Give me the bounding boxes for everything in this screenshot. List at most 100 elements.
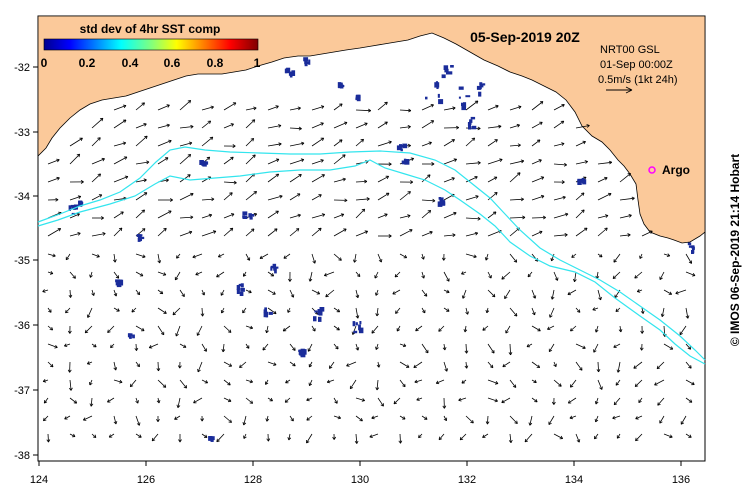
current-arrow-head <box>79 137 83 141</box>
current-arrow <box>509 160 524 165</box>
current-arrow <box>531 217 546 219</box>
current-arrow <box>243 271 247 277</box>
current-arrow-head <box>227 382 231 386</box>
current-arrow-head <box>80 180 84 184</box>
current-arrow <box>267 105 279 111</box>
current-arrow-head <box>265 381 269 385</box>
current-arrow-head <box>355 315 360 319</box>
contour-line-upper <box>37 146 706 361</box>
y-tick: -33 <box>14 127 38 139</box>
current-arrow-head <box>122 104 127 109</box>
current-arrow <box>47 325 53 331</box>
colorbar-tick: 1 <box>254 56 261 70</box>
current-arrow-head <box>89 381 93 386</box>
current-arrow <box>47 307 52 313</box>
current-arrow <box>172 307 181 316</box>
current-arrow-head <box>539 101 544 105</box>
current-arrow-head <box>375 346 379 350</box>
current-arrow <box>421 210 431 219</box>
current-arrow <box>613 343 621 348</box>
current-arrow-head <box>98 194 103 198</box>
sst-patch <box>289 72 293 78</box>
current-arrow-head <box>361 398 365 402</box>
info-model: NRT00 GSL <box>600 44 660 56</box>
current-arrow-head <box>131 309 135 313</box>
current-arrow <box>594 433 599 440</box>
current-arrow-head <box>513 313 518 317</box>
current-arrow <box>267 125 282 129</box>
current-arrow <box>135 415 140 426</box>
argo-label: Argo <box>662 163 690 177</box>
current-arrow-head <box>604 227 608 232</box>
current-arrow <box>421 289 428 297</box>
current-arrow <box>487 176 498 183</box>
current-arrow-head <box>687 346 692 350</box>
current-arrow-head <box>320 122 324 126</box>
sst-patch <box>425 96 428 100</box>
sst-patch <box>274 268 277 274</box>
current-arrow-head <box>156 368 161 372</box>
current-arrow-head <box>176 255 180 259</box>
current-arrow-head <box>56 176 60 181</box>
current-arrow <box>377 213 388 219</box>
current-arrow <box>242 307 247 314</box>
current-arrow <box>575 192 585 201</box>
colorbar-gradient <box>43 38 259 51</box>
current-arrow <box>196 325 203 336</box>
current-arrow-head <box>163 310 167 314</box>
current-arrow-head <box>551 401 556 405</box>
current-arrow <box>289 415 294 422</box>
current-arrow <box>223 156 234 165</box>
sst-patch <box>291 70 296 76</box>
current-arrow <box>135 433 142 438</box>
current-arrow-head <box>329 365 333 369</box>
sst-patch <box>301 349 307 355</box>
current-arrow <box>355 109 371 112</box>
y-tick-label: -33 <box>14 127 30 139</box>
current-arrow-head <box>586 124 590 128</box>
current-arrow <box>91 173 101 183</box>
current-arrow-head <box>92 434 97 438</box>
current-arrow-head <box>266 438 271 442</box>
current-arrow-head <box>501 276 505 280</box>
colorbar-label: std dev of 4hr SST comp <box>80 22 221 36</box>
current-arrow <box>663 253 670 257</box>
sst-patch <box>340 84 344 89</box>
current-arrow-head <box>402 383 406 388</box>
y-tick: -32 <box>14 62 38 74</box>
current-arrow-head <box>596 369 601 373</box>
sst-patch <box>444 69 448 73</box>
current-arrow-head <box>163 227 167 232</box>
current-arrow-head <box>628 214 632 218</box>
current-arrow <box>462 289 467 299</box>
current-arrow-head <box>494 139 498 143</box>
current-arrow-head <box>432 198 436 203</box>
current-arrow-head <box>120 211 124 215</box>
current-arrow-head <box>508 352 513 356</box>
current-arrow <box>157 157 169 165</box>
current-arrow <box>324 271 335 276</box>
sst-patch <box>358 327 364 334</box>
current-arrow <box>355 138 364 147</box>
current-arrow-head <box>482 327 486 331</box>
current-arrow <box>633 361 643 369</box>
current-arrow <box>504 289 511 299</box>
current-arrow <box>661 307 665 317</box>
current-arrow-head <box>669 434 673 439</box>
sst-patch <box>400 148 403 152</box>
current-arrow <box>575 161 588 165</box>
current-arrow <box>680 415 687 425</box>
current-arrow-head <box>649 230 653 234</box>
sst-patch <box>687 242 692 246</box>
current-arrow-head <box>209 136 214 141</box>
current-arrow <box>443 415 447 421</box>
current-arrow <box>436 379 445 384</box>
current-arrow-head <box>421 256 425 260</box>
current-arrow <box>113 271 120 279</box>
current-arrow-head <box>688 365 692 369</box>
current-arrow-head <box>513 259 518 263</box>
current-arrow-head <box>200 418 205 422</box>
current-arrow <box>174 415 181 420</box>
current-arrow-head <box>522 215 526 220</box>
current-arrow <box>465 195 479 201</box>
